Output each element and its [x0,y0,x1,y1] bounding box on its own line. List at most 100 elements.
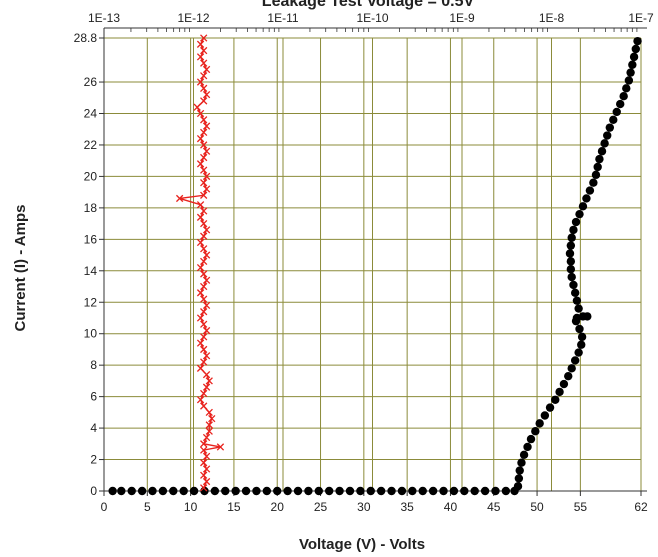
black-data-point [480,486,490,496]
red-data-point [200,34,208,42]
black-data-point [585,186,595,195]
red-data-point [205,421,213,429]
red-data-point [200,245,208,253]
red-data-point [202,370,211,379]
red-data-point [200,219,208,228]
black-data-point [179,486,188,496]
y-tick-label: 10 [84,327,98,341]
black-data-point [531,427,540,436]
black-data-point [428,486,438,496]
black-data-point [345,486,355,496]
red-data-point [202,90,211,99]
x-tick-label: 62 [634,500,648,514]
red-data-point [202,122,211,130]
black-data-point [555,387,564,397]
black-data-point [593,162,602,172]
y-axis-label: Current (I) - Amps [12,205,29,332]
black-data-point [575,209,584,219]
red-data-point [202,147,211,155]
black-data-point [408,486,417,496]
black-data-point [574,348,583,357]
x-tick-label: 40 [444,500,458,514]
black-data-point [559,379,569,389]
black-data-point [597,147,607,156]
black-data-point [439,486,448,496]
black-data-point [324,486,334,496]
black-data-point [612,107,621,117]
red-data-point [193,103,201,111]
red-data-point [200,282,208,291]
y-tick-label: 26 [84,75,98,89]
black-data-point [567,272,576,282]
red-data-point [202,465,211,473]
black-data-point [517,458,526,467]
red-data-point [200,270,208,278]
y-tick-label: 4 [90,421,97,435]
black-data-point [595,154,604,164]
y-tick-label: 20 [84,169,98,183]
black-data-point [387,486,396,496]
black-data-point [605,123,615,132]
black-data-point [624,76,634,85]
black-data-point [273,486,282,496]
red-data-point [202,383,211,391]
black-data-point [628,60,637,69]
red-data-point [200,446,208,454]
black-data-point [582,194,591,203]
x-tick-label: 25 [314,500,328,514]
red-data-point [202,352,211,360]
red-data-point [200,179,208,187]
red-data-point [200,72,208,80]
black-data-point [241,486,251,496]
black-data-point [449,486,459,496]
black-data-point [418,486,427,496]
x-tick-label: 45 [487,500,501,514]
red-data-point [196,40,205,48]
red-data-point [200,484,208,492]
black-data-point [210,486,220,496]
black-data-point [577,340,586,349]
black-data-point [231,486,240,496]
x-tick-label: 5 [144,500,151,514]
black-data-point [569,225,578,235]
red-data-point [205,408,213,417]
red-data-point [200,389,208,398]
black-data-point [631,44,641,54]
black-data-point [566,241,576,250]
red-data-point [196,396,205,404]
red-data-point [196,160,205,168]
red-data-point [202,226,211,234]
black-data-point [189,486,199,496]
x-tick-label: 55 [574,500,588,514]
red-data-point [202,477,211,486]
x-tick-labels: 0 5 10 15 20 25 30 35 40 45 50 55 62 [101,491,648,514]
black-data-point [293,486,303,496]
black-data-point [572,296,582,305]
red-data-point [202,185,211,193]
black-data-point [304,486,313,496]
black-data-point [600,139,609,148]
red-data-point [202,326,211,335]
black-data-point [569,280,578,290]
black-data-point [460,486,469,496]
black-data-point [570,356,580,365]
red-data-point [196,339,205,347]
y-tick-label: 12 [84,295,98,309]
black-data-point [577,332,587,342]
black-data-point [515,466,524,475]
black-data-point [540,411,550,420]
x-tick-label: 0 [101,500,108,514]
black-data-point [117,486,126,496]
top-x-tick-label: 1E-13 [88,11,120,25]
red-data-point [200,97,208,105]
y-tick-label: 0 [90,484,97,498]
red-data-point [208,414,216,423]
black-data-point [629,52,639,62]
top-x-tick-label: 1E-9 [449,11,475,25]
black-data-point [622,84,631,93]
red-data-point [200,59,208,67]
black-data-point [619,91,628,101]
red-data-point [202,452,211,461]
